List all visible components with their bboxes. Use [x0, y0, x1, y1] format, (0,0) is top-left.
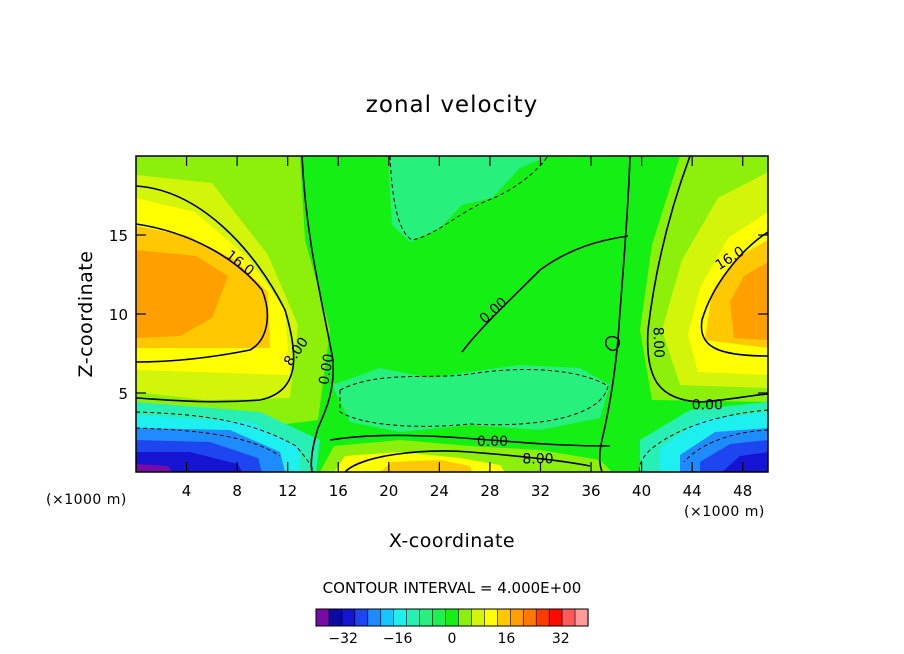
- x-tick-label: 48: [733, 482, 752, 500]
- x-tick-label: 16: [329, 482, 348, 500]
- colorbar-tick-label: 32: [552, 631, 570, 647]
- band-bottom-center-gold: [380, 460, 472, 472]
- x-unit-label-right: (×1000 m): [684, 504, 765, 520]
- y-axis-label: Z-coordinate: [75, 251, 97, 378]
- colorbar-tick-label: −32: [328, 631, 358, 647]
- band-left-orange: [136, 250, 228, 338]
- contour-label: 0.00: [316, 353, 337, 386]
- colorbar-swatch: [471, 608, 485, 627]
- colorbar-swatch: [406, 608, 421, 627]
- band-bottom-right-navy: [722, 452, 768, 472]
- contour-line-mid-0: [461, 235, 629, 353]
- colorbar-swatch: [548, 608, 563, 627]
- colorbar-swatch: [509, 608, 524, 627]
- contour-line-dashed-bottom-left: [136, 411, 315, 472]
- colorbar-tick-label: 16: [497, 631, 515, 647]
- contour-line-dashed-mid: [339, 369, 609, 427]
- contour-line-dashed-bottom-left-2: [136, 427, 281, 457]
- colorbar-swatch: [458, 608, 473, 627]
- x-tick-label: 36: [581, 482, 600, 500]
- contour-line-dashed-bottom-right: [638, 409, 768, 472]
- band-bottom-left-violet: [136, 464, 172, 472]
- contour-line-right-16: [700, 231, 768, 357]
- band-right-orange: [730, 262, 768, 340]
- x-tick-label: 32: [531, 482, 550, 500]
- contour-interval-label: CONTOUR INTERVAL = 4.000E+00: [323, 579, 582, 597]
- x-tick-label: 28: [480, 482, 499, 500]
- contour-line-bottom-0: [329, 434, 611, 447]
- colorbar-swatch: [341, 608, 356, 627]
- colorbar-swatch: [432, 608, 447, 627]
- colorbar-swatch: [484, 608, 498, 627]
- colorbar-swatch: [497, 608, 511, 627]
- colorbar-swatch: [535, 608, 550, 627]
- contour-line-right-8: [646, 156, 768, 403]
- colorbar-swatch: [522, 608, 537, 627]
- x-unit-label-left: (×1000 m): [46, 492, 127, 508]
- colorbar-swatch: [328, 608, 343, 627]
- contour-line-left-8: [136, 185, 295, 403]
- x-axis-ticks: 4 8 12 16 20 24 28 32 36 40 44 48: [182, 156, 752, 500]
- contour-line-left-16: [136, 223, 269, 363]
- contour-line-left-0: [301, 156, 335, 472]
- colorbar-swatch: [380, 608, 395, 627]
- contour-label: 0.00: [477, 434, 508, 450]
- colorbar-swatch: [561, 608, 576, 627]
- x-tick-label: 40: [632, 482, 651, 500]
- colorbar-swatch: [315, 608, 330, 627]
- colorbar-tick-label: −16: [383, 631, 413, 647]
- band-middle-teal: [332, 365, 610, 432]
- contour-label: 8.00: [649, 327, 666, 359]
- y-tick-label: 10: [109, 306, 128, 324]
- x-tick-label: 8: [232, 482, 242, 500]
- contour-line-loop: [605, 335, 620, 352]
- colorbar-swatch: [419, 608, 434, 627]
- band-top-green: [388, 156, 548, 242]
- colorbar-swatch: [445, 608, 460, 627]
- x-tick-label: 4: [182, 482, 192, 500]
- colorbar-swatch: [354, 608, 369, 627]
- colorbar-frame: [315, 608, 589, 627]
- y-tick-label: 5: [118, 385, 128, 403]
- colorbar: −32 −16 0 16 32: [315, 608, 589, 647]
- contour-label: 8.00: [522, 451, 553, 467]
- colorbar-swatch: [393, 608, 408, 627]
- contour-line-right-0: [598, 156, 631, 472]
- colorbar-tick-label: 0: [448, 631, 457, 647]
- y-axis-ticks: 5 10 15: [109, 227, 768, 403]
- y-tick-label: 15: [109, 227, 128, 245]
- contour-line-bottom-8: [344, 450, 591, 472]
- colorbar-swatch: [574, 608, 589, 627]
- contour-label: 0.00: [692, 398, 723, 414]
- x-tick-label: 20: [379, 482, 398, 500]
- chart-title: zonal velocity: [366, 92, 538, 118]
- colorbar-swatch: [367, 608, 382, 627]
- contour-field: [136, 156, 768, 472]
- x-tick-label: 44: [683, 482, 702, 500]
- contour-line-dashed-top: [389, 156, 549, 241]
- contour-line-dashed-bottom-right-2: [683, 429, 768, 463]
- x-tick-label: 12: [278, 482, 297, 500]
- x-axis-label: X-coordinate: [389, 530, 515, 552]
- x-tick-label: 24: [430, 482, 449, 500]
